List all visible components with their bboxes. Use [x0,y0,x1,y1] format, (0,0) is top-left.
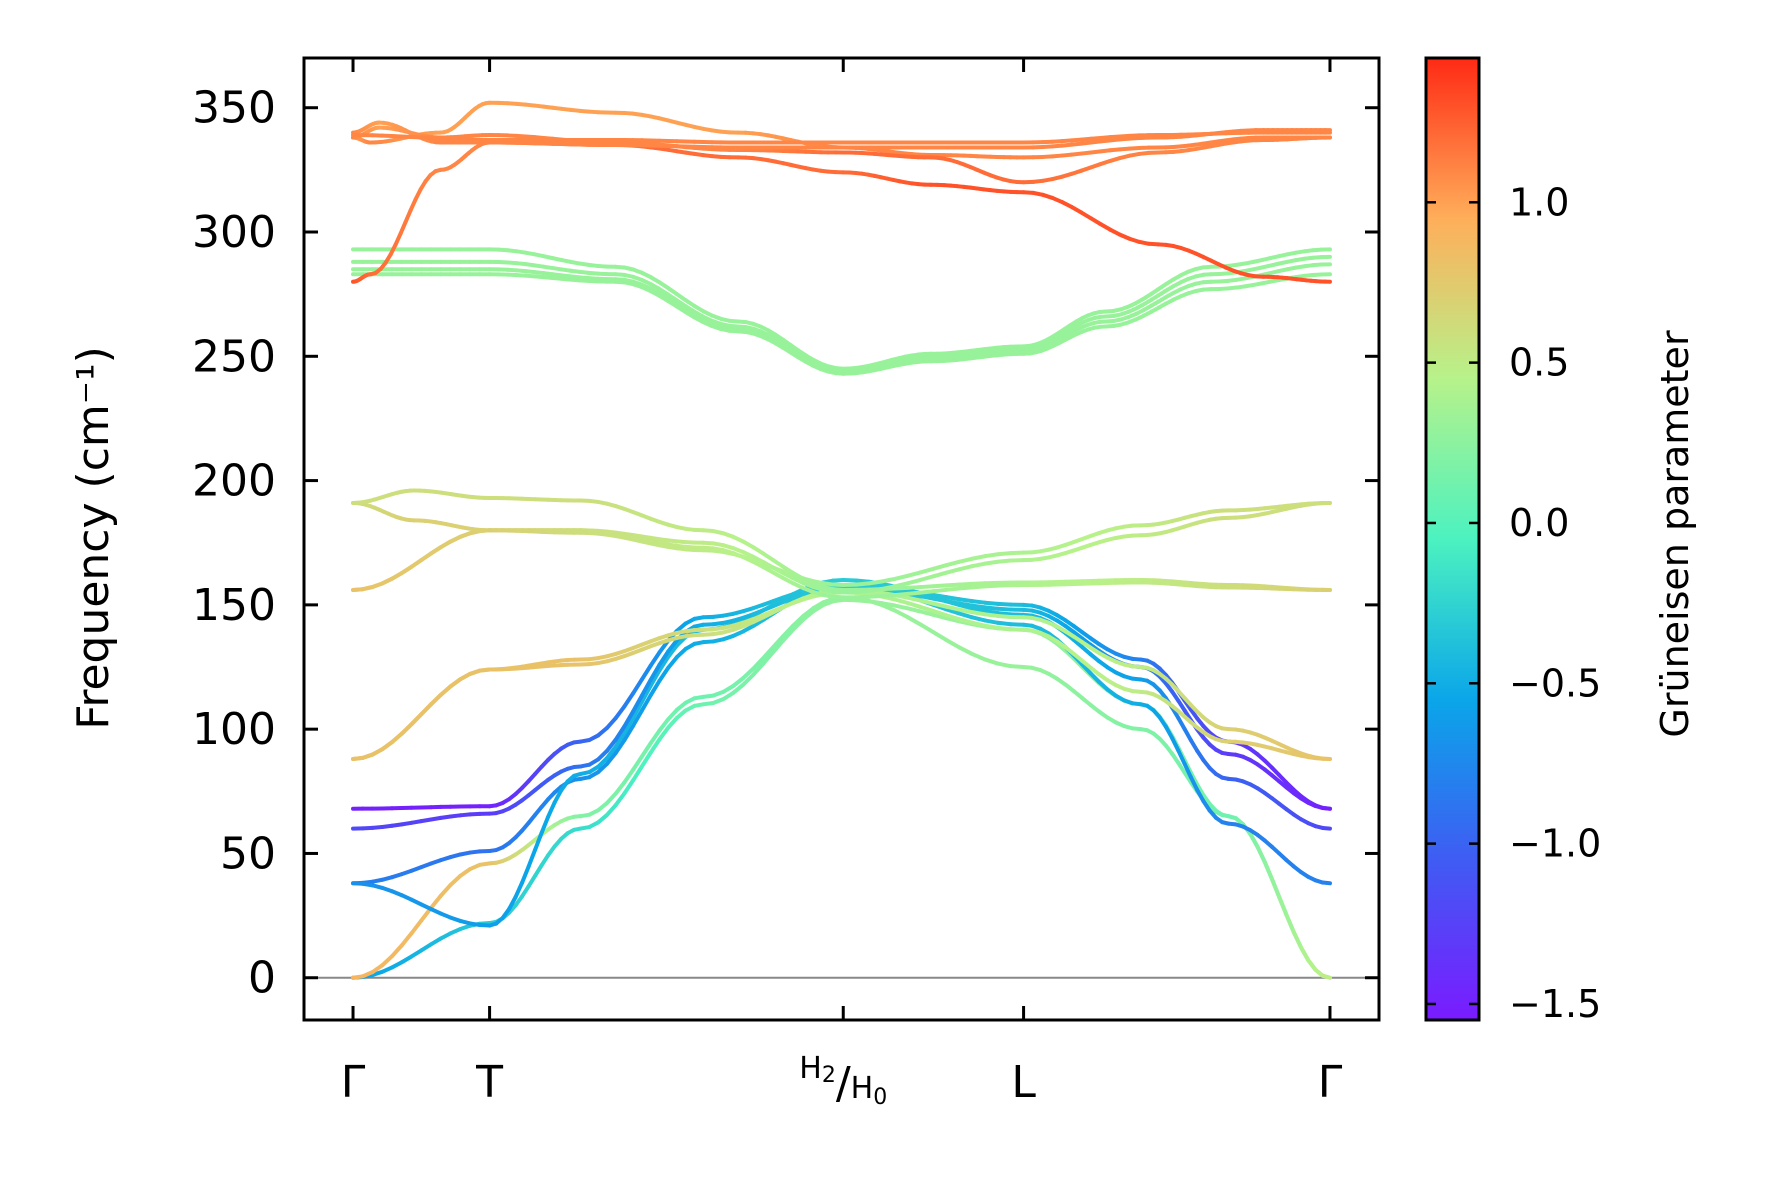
y-tick-label: 0 [248,953,276,1004]
y-tick-label: 250 [192,331,276,382]
y-tick-label: 50 [220,828,276,879]
x-tick-label: L [1011,1057,1036,1108]
y-tick-label: 300 [192,207,276,258]
colorbar-tick-label: 0.0 [1509,501,1569,545]
colorbar-tick-label: −1.5 [1509,982,1601,1026]
band-segment [1323,883,1330,884]
y-tick-label: 200 [192,456,276,507]
plot-background [304,58,1379,1020]
colorbar-tick-label: 1.0 [1509,180,1569,224]
x-tick-label: Γ [1318,1057,1343,1108]
x-tick-label: H2/H0 [799,1051,887,1110]
band-segment [1323,976,1330,978]
band-segment [1323,808,1330,809]
x-tick-label: Γ [341,1057,366,1108]
y-tick-label: 150 [192,580,276,631]
y-axis-title: Frequency (cm⁻¹) [68,346,119,730]
colorbar-title: Grüneisen parameter [1653,330,1697,738]
band-segment [1323,828,1330,829]
y-tick-label: 350 [192,83,276,134]
colorbar-tick-label: −1.0 [1509,822,1601,866]
colorbar-tick-label: −0.5 [1509,661,1601,705]
y-tick-label: 100 [192,704,276,755]
x-tick-label: T [475,1057,503,1108]
colorbar-tick-label: 0.5 [1509,341,1569,385]
